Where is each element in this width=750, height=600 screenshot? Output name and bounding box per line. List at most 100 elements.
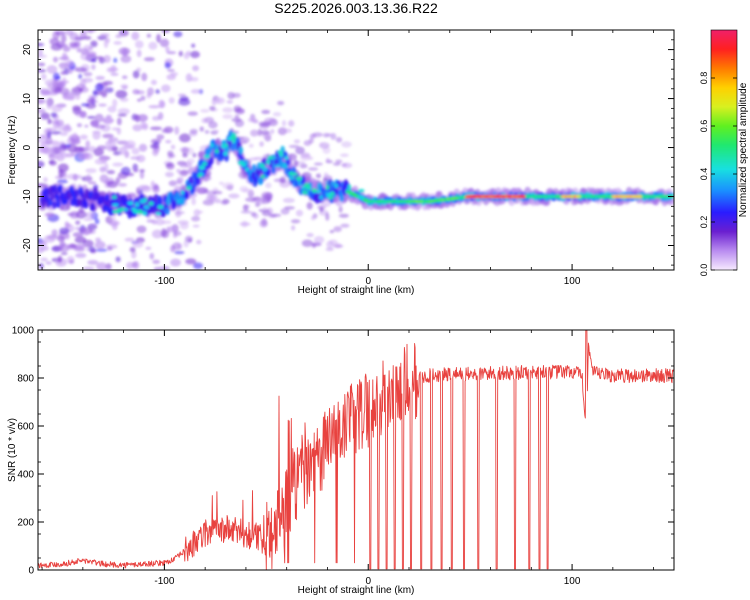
spectrogram-cell <box>222 182 235 190</box>
spectrogram-cell <box>179 146 190 153</box>
spectrogram-cell <box>45 212 55 218</box>
spectrogram-cell <box>160 230 170 239</box>
spectrogram-cell <box>111 223 118 231</box>
snr-ytick-label: 0 <box>28 566 34 577</box>
spectrogram-cell <box>161 30 170 34</box>
spectrogram-cell <box>339 193 345 202</box>
spectrogram-cell <box>118 47 131 56</box>
spectrogram-cell <box>91 64 96 70</box>
spectrogram-cell <box>167 68 175 72</box>
spectrogram-cell <box>87 181 97 185</box>
spectrogram-cell <box>295 176 303 181</box>
spectrogram-cell <box>222 107 234 113</box>
spectrogram-frame <box>37 29 675 271</box>
spectrogram-cell <box>180 190 185 195</box>
spectrogram-cell <box>75 67 88 73</box>
spectrogram-cell <box>165 46 170 53</box>
spectrogram-cell <box>52 56 59 63</box>
spectrogram-cell <box>173 231 182 237</box>
spectrogram-cell <box>60 80 70 84</box>
spectrogram-cell <box>307 167 319 171</box>
spectrogram-cell <box>82 77 94 83</box>
spectrogram-cell <box>290 219 301 224</box>
spectrogram-cell <box>118 30 129 37</box>
spectrogram-cell <box>170 144 176 150</box>
spectrogram-cell <box>341 141 352 148</box>
snr-frame <box>37 329 675 571</box>
spectrogram-cell <box>132 70 140 79</box>
spectrogram-cell <box>161 84 171 93</box>
spectrogram-cell <box>231 135 237 141</box>
spectrogram-cell <box>79 110 87 119</box>
spectrogram-ytick-label: -20 <box>22 238 33 253</box>
spectrogram-cell <box>51 200 57 209</box>
spectrogram-cell <box>40 91 50 96</box>
spectrogram-cell <box>94 241 106 250</box>
spectrogram-cell <box>358 189 365 193</box>
spectrogram-cell <box>136 225 147 234</box>
spectrogram-cell <box>227 91 235 100</box>
spectrogram-cell <box>174 250 185 255</box>
spectrogram-cell <box>87 30 97 33</box>
spectrogram-cell <box>152 259 161 265</box>
spectrogram-cell <box>100 33 110 37</box>
spectrogram-cell <box>284 206 296 210</box>
spectrogram-cell <box>94 113 104 123</box>
spectrogram-cell <box>112 162 124 167</box>
spectrogram-cell <box>281 162 287 166</box>
spectrogram-cell <box>131 147 140 155</box>
colorbar-label: Normalized spectral amplitude <box>738 82 749 217</box>
spectrogram-cell <box>212 190 223 195</box>
spectrogram-cell <box>57 179 68 184</box>
spectrogram-cell <box>109 216 117 221</box>
spectrogram-cell <box>51 104 63 113</box>
spectrogram-cell <box>111 127 120 131</box>
spectrogram-cell <box>239 136 250 144</box>
spectrogram-cell <box>108 207 114 216</box>
spectrogram-cell <box>250 211 257 217</box>
spectrogram-cell <box>291 225 296 231</box>
spectrogram-cell <box>306 233 314 238</box>
spectrogram-cell <box>134 40 144 49</box>
spectrogram-cell <box>159 38 170 48</box>
spectrogram-cell <box>260 174 266 179</box>
spectrogram-cell <box>103 55 111 63</box>
spectrogram-cell <box>120 166 131 176</box>
spectrogram-cell <box>40 245 50 251</box>
spectrogram-cell <box>92 90 103 96</box>
spectrogram-cell <box>75 210 87 219</box>
spectrogram-cell <box>43 235 56 243</box>
spectrogram-cell <box>299 163 308 169</box>
spectrogram-ytick-label: 20 <box>22 44 33 56</box>
spectrogram-cell <box>40 73 47 80</box>
spectrogram-cell <box>50 112 58 118</box>
spectrogram-cell <box>38 42 45 47</box>
spectrogram-cell <box>80 103 90 107</box>
spectrogram-cell <box>125 261 135 270</box>
spectrogram-cell <box>38 263 44 270</box>
spectrogram-cell <box>261 194 273 202</box>
spectrogram-cell <box>270 213 282 217</box>
spectrogram-cell <box>115 256 121 263</box>
spectrogram-cell <box>302 190 308 195</box>
spectrogram-cell <box>136 49 142 58</box>
spectrogram-cell <box>58 168 64 178</box>
spectrogram-cell <box>68 243 77 249</box>
spectrogram-cell <box>288 120 295 127</box>
spectrogram-cell <box>214 149 220 154</box>
spectrogram-cell <box>259 141 264 147</box>
spectrogram-cell <box>105 139 117 149</box>
spectrogram-cell <box>64 30 74 36</box>
spectrogram-cell <box>177 220 189 225</box>
spectrogram-cell <box>189 50 200 59</box>
spectrogram-cell <box>210 142 215 148</box>
spectrogram-cell <box>73 41 81 48</box>
spectrogram-cell <box>42 146 54 155</box>
spectrogram-ytick-label: -10 <box>22 189 33 204</box>
spectrogram-cell <box>174 210 185 215</box>
spectrogram-cell <box>85 168 97 174</box>
spectrogram-cell <box>190 185 196 194</box>
spectrogram-cell <box>54 193 60 202</box>
spectrogram-cell <box>47 118 52 125</box>
spectrogram-cell <box>132 124 143 132</box>
